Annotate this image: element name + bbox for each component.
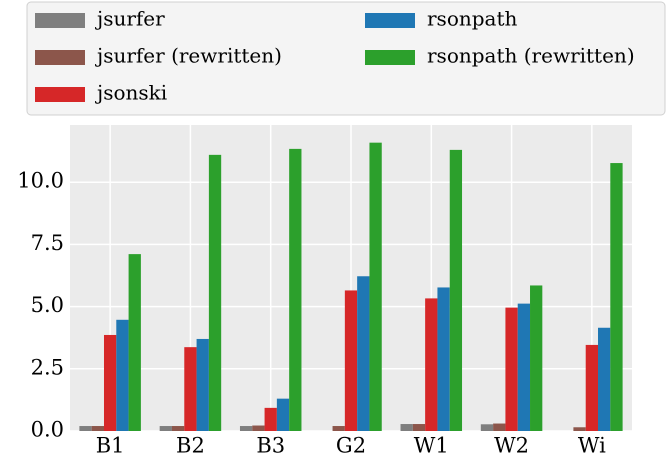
legend-label: jsurfer (rewritten): [95, 44, 282, 68]
bar: [332, 426, 345, 431]
y-tick-label: 0.0: [31, 418, 64, 442]
bar: [449, 149, 463, 431]
bar: [264, 407, 277, 431]
bar: [252, 425, 265, 431]
bar: [159, 426, 172, 431]
bar: [171, 426, 185, 431]
bar: [369, 142, 382, 431]
legend-label: jsurfer: [95, 7, 165, 31]
bar: [505, 307, 518, 431]
bar: [573, 427, 586, 431]
bar: [437, 287, 450, 431]
bar: [91, 426, 104, 431]
bar: [79, 426, 92, 431]
bar: [184, 347, 197, 431]
bar: [103, 334, 117, 431]
bar: [400, 424, 413, 431]
legend-label: rsonpath (rewritten): [427, 44, 635, 68]
y-tick-label: 10.0: [17, 169, 64, 193]
bar: [610, 163, 623, 431]
bar: [276, 398, 290, 431]
legend: jsurfer jsurfer (rewritten) jsonski rsonpat…: [35, 7, 635, 105]
bar: [425, 298, 438, 431]
bar: [344, 290, 358, 431]
x-tick-label: B2: [176, 434, 205, 458]
legend-swatch: [35, 13, 85, 28]
x-tick-label: B3: [256, 434, 285, 458]
legend-label: rsonpath: [427, 7, 518, 31]
bar: [480, 424, 494, 431]
legend-label: jsonski: [95, 81, 167, 105]
bar: [412, 424, 426, 431]
bar: [116, 319, 129, 431]
x-tick-label: B1: [96, 434, 125, 458]
legend-swatch: [365, 13, 415, 28]
bar: [530, 285, 543, 431]
y-tick-label: 2.5: [31, 355, 64, 379]
bar: [239, 426, 253, 431]
bar: [128, 254, 141, 431]
bar: [598, 327, 611, 431]
y-tick-label: 7.5: [31, 231, 64, 255]
bar: [357, 276, 370, 431]
x-tick-label: W1: [414, 434, 449, 458]
legend-swatch: [35, 50, 85, 65]
legend-swatch: [365, 50, 415, 65]
legend-box: [26, 1, 666, 116]
y-tick-label: 5.0: [31, 293, 64, 317]
bar: [493, 423, 506, 431]
bar: [517, 303, 531, 431]
bar: [208, 154, 222, 432]
x-tick-label: Wi: [578, 434, 606, 458]
bar: [196, 338, 209, 431]
bar: [289, 148, 302, 431]
legend-swatch: [35, 87, 85, 102]
bar: [585, 344, 599, 431]
x-tick-label: G2: [336, 434, 366, 458]
x-tick-label: W2: [494, 434, 529, 458]
